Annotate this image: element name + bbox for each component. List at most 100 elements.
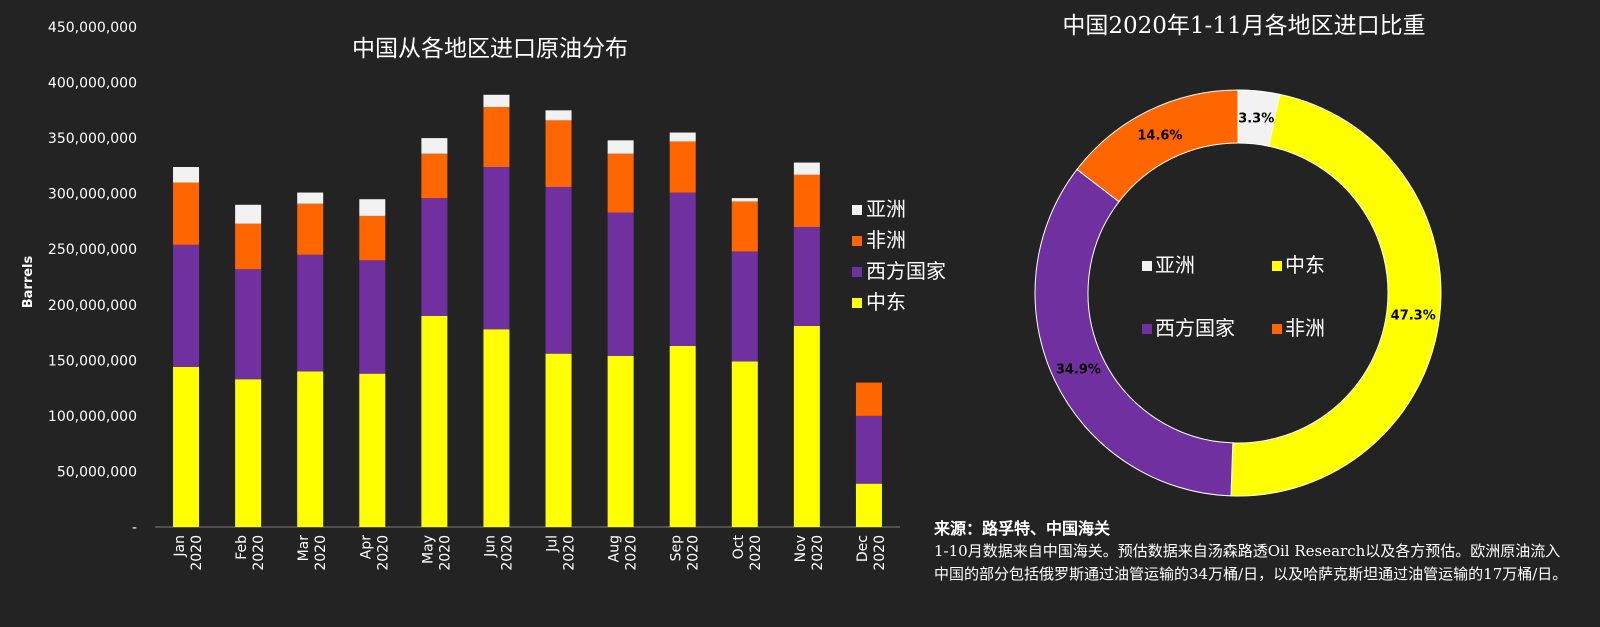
bar-segment: [235, 204, 262, 224]
bar-segment: [793, 325, 820, 527]
bar-segment: [421, 138, 448, 154]
x-tick: Apr 2020: [358, 535, 391, 571]
bar-segment: [855, 382, 882, 416]
x-tick-label: 2020: [313, 535, 329, 571]
legend-label: 非洲: [1285, 316, 1325, 340]
bar-segment: [297, 203, 324, 255]
x-tick: Dec 2020: [855, 535, 888, 571]
x-axis-ticks: Jan 2020 Feb 2020 Mar 2020 Apr 2020 May 2020 Jun 20…: [172, 535, 888, 571]
bar-segment: [297, 254, 324, 372]
bar-segment: [607, 212, 634, 356]
x-tick-label: 2020: [872, 535, 888, 571]
bar-segment: [297, 192, 324, 204]
donut-chart: 中国2020年1-11月各地区进口比重 3.3%47.3%34.9%14.6% …: [1034, 13, 1442, 497]
x-tick: Jun 2020: [482, 535, 515, 571]
bar-segment: [359, 260, 386, 374]
bar-segment: [483, 329, 510, 527]
legend-swatch: [1142, 324, 1152, 334]
bar-segment: [855, 483, 882, 527]
x-tick-label: Nov: [793, 535, 809, 562]
bar-segment: [793, 227, 820, 326]
bar-segment: [607, 153, 634, 213]
legend-label: 中东: [1285, 253, 1325, 277]
legend-swatch: [852, 205, 862, 215]
x-tick: May 2020: [420, 535, 453, 571]
bar-segment: [483, 107, 510, 167]
bar-segment: [669, 141, 696, 193]
bar-segment: [235, 269, 262, 380]
bar-segment: [669, 192, 696, 346]
x-tick-label: 2020: [251, 535, 267, 571]
x-tick-label: Jun: [482, 535, 498, 558]
x-tick: Feb 2020: [234, 535, 267, 571]
x-tick-label: Oct: [731, 535, 747, 560]
x-tick-label: 2020: [375, 535, 391, 571]
bar-segment: [607, 140, 634, 154]
legend-swatch: [1272, 261, 1282, 271]
bar-segment: [731, 198, 758, 202]
donut-slice-label: 14.6%: [1137, 129, 1182, 144]
y-tick-label: 150,000,000: [48, 353, 137, 369]
donut-slices: [1034, 89, 1442, 497]
x-tick-label: 2020: [189, 535, 205, 571]
donut-labels: 3.3% 47.3% 34.9% 14.6%: [1056, 111, 1436, 377]
legend-swatch: [852, 267, 862, 277]
donut-slice-label: 3.3%: [1238, 111, 1274, 126]
bar-segment: [731, 361, 758, 527]
x-tick-label: Jan: [172, 535, 188, 558]
bar-segment: [545, 110, 572, 121]
bar-segment: [235, 379, 262, 527]
x-tick-label: 2020: [686, 535, 702, 571]
y-tick-label: 400,000,000: [48, 76, 137, 92]
y-tick-label: 250,000,000: [48, 242, 137, 258]
bar-segment: [359, 199, 386, 216]
y-tick-label: 300,000,000: [48, 187, 137, 203]
bar-segment: [359, 373, 386, 527]
donut-slice: [1034, 168, 1234, 497]
bar-segment: [545, 353, 572, 527]
bar-chart-title: 中国从各地区进口原油分布: [352, 36, 628, 62]
donut-slice: [1076, 89, 1239, 203]
bar-segment: [669, 132, 696, 142]
legend-swatch: [852, 236, 862, 246]
x-tick-label: Aug: [607, 535, 623, 562]
bar-segment: [483, 167, 510, 330]
x-tick-label: 2020: [562, 535, 578, 571]
bar-segment: [731, 251, 758, 362]
x-tick-label: Dec: [855, 535, 871, 562]
y-tick-label: 100,000,000: [48, 409, 137, 425]
legend-swatch: [1272, 324, 1282, 334]
bar-segment: [359, 215, 386, 261]
source-text: 1-10月数据来自中国海关。预估数据来自汤森路透Oil Research以及各方…: [934, 542, 1568, 583]
x-tick-label: 2020: [499, 535, 515, 571]
bar-segment: [173, 244, 200, 367]
bar-segment: [235, 223, 262, 270]
bar-segment: [421, 315, 448, 527]
bar-segment: [545, 187, 572, 354]
x-tick: Sep 2020: [669, 535, 702, 571]
x-tick: Nov 2020: [793, 535, 826, 571]
donut-slice-label: 34.9%: [1056, 362, 1101, 377]
legend-label: 亚洲: [866, 197, 906, 221]
x-tick-label: 2020: [810, 535, 826, 571]
x-tick-label: 2020: [437, 535, 453, 571]
y-tick-label: 200,000,000: [48, 298, 137, 314]
bar-segment: [173, 167, 200, 183]
bar-segment: [669, 345, 696, 527]
x-tick: Oct 2020: [731, 535, 764, 571]
x-tick-label: Sep: [669, 535, 685, 562]
x-tick: Aug 2020: [607, 535, 640, 571]
x-tick-label: May: [420, 535, 436, 564]
bar-segment: [173, 182, 200, 245]
bar-segment: [731, 201, 758, 252]
bar-chart: 中国从各地区进口原油分布 Barrels - 50,000,000 100,000,…: [21, 20, 946, 571]
y-axis-ticks: - 50,000,000 100,000,000 150,000,000 200,000…: [48, 20, 137, 536]
y-tick-label: 450,000,000: [48, 20, 137, 36]
legend-label: 中东: [866, 290, 906, 314]
x-tick-label: 2020: [748, 535, 764, 571]
bar-segment: [793, 162, 820, 175]
x-tick: Mar 2020: [296, 535, 329, 571]
donut-chart-title: 中国2020年1-11月各地区进口比重: [1062, 13, 1425, 39]
